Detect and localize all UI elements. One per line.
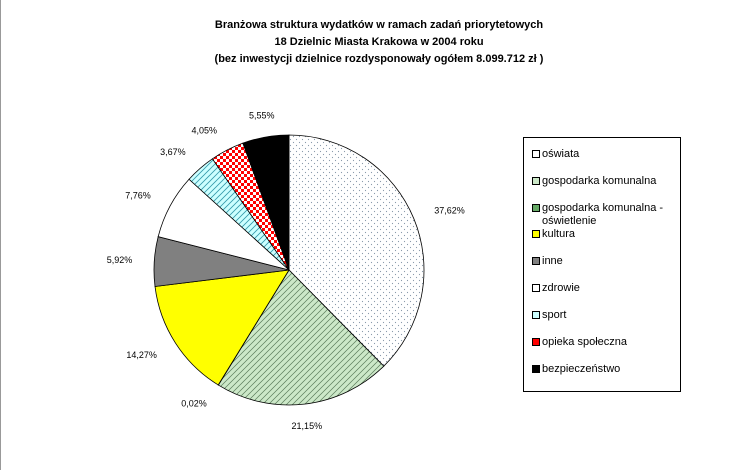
pie-slice bbox=[217, 269, 385, 406]
legend-swatch bbox=[532, 284, 540, 292]
data-label: 37,62% bbox=[434, 205, 465, 215]
legend-label: inne bbox=[542, 255, 563, 267]
legend-label: bezpieczeństwo bbox=[542, 363, 621, 375]
legend-swatch bbox=[532, 150, 540, 158]
data-label: 5,55% bbox=[249, 110, 275, 120]
data-label: 4,05% bbox=[192, 125, 218, 135]
legend-swatch bbox=[532, 230, 540, 238]
chart-title: 18 Dzielnic Miasta Krakowa w 2004 roku bbox=[274, 36, 483, 48]
legend-label: opieka społeczna bbox=[542, 336, 628, 348]
legend: oświata gospodarka komunalna gospodarka ko… bbox=[523, 137, 681, 392]
data-label: 5,92% bbox=[107, 255, 133, 265]
legend-label: gospodarka komunalna bbox=[542, 175, 657, 187]
legend-swatch bbox=[532, 204, 540, 212]
legend-label: zdrowie bbox=[542, 282, 580, 294]
legend-swatch bbox=[532, 177, 540, 185]
chart-title: Branżowa struktura wydatków w ramach zad… bbox=[215, 19, 544, 31]
legend-swatch bbox=[532, 365, 540, 373]
legend-swatch bbox=[532, 311, 540, 319]
chart-title: (bez inwestycji dzielnice rozdysponowały… bbox=[215, 53, 544, 65]
legend-label: oświata bbox=[542, 148, 580, 160]
data-label: 21,15% bbox=[292, 421, 323, 431]
data-label: 0,02% bbox=[181, 399, 207, 409]
pie-slice bbox=[154, 269, 290, 386]
legend-label: sport bbox=[542, 309, 567, 321]
legend-label: kultura bbox=[542, 228, 576, 240]
data-label: 14,27% bbox=[126, 350, 157, 360]
pie-slice bbox=[288, 134, 425, 367]
legend-swatch bbox=[532, 338, 540, 346]
pie-slice bbox=[242, 134, 290, 271]
legend-label: gospodarka komunalna - oświetlenie bbox=[542, 202, 664, 227]
data-label: 7,76% bbox=[125, 191, 151, 201]
data-label: 3,67% bbox=[160, 147, 186, 157]
legend-swatch bbox=[532, 257, 540, 265]
